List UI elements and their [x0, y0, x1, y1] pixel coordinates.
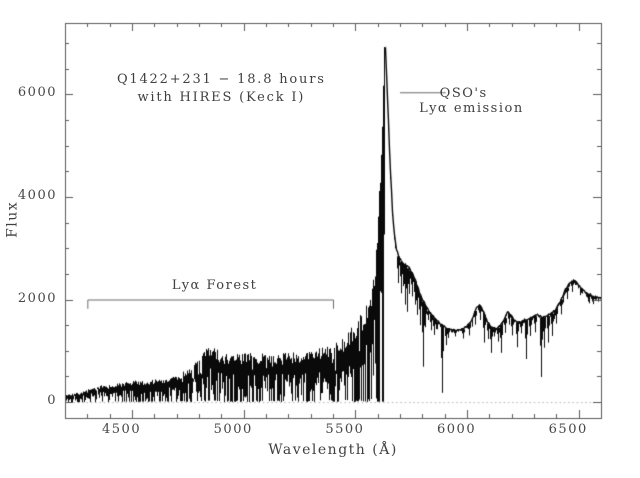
- qso-emission-annotation-line1: QSO's: [439, 86, 488, 102]
- plot-title-line2: with HIRES (Keck I): [137, 90, 306, 106]
- y-tick-label: 2000: [17, 290, 57, 306]
- x-tick-label: 4500: [102, 422, 142, 437]
- x-tick-label: 6000: [437, 422, 477, 437]
- x-tick-label: 5000: [213, 422, 253, 437]
- x-axis-label: Wavelength (Å): [268, 442, 398, 458]
- y-tick-label: 6000: [17, 85, 57, 101]
- x-tick-label: 6500: [548, 422, 588, 437]
- y-tick-label: 4000: [17, 187, 57, 203]
- plot-title-line1: Q1422+231 − 18.8 hours: [116, 72, 326, 88]
- x-tick-label: 5500: [325, 422, 365, 437]
- qso-emission-annotation-line2: Lyα emission: [419, 100, 524, 116]
- y-tick-label: 0: [47, 393, 57, 409]
- lya-forest-label: Lyα Forest: [171, 277, 258, 293]
